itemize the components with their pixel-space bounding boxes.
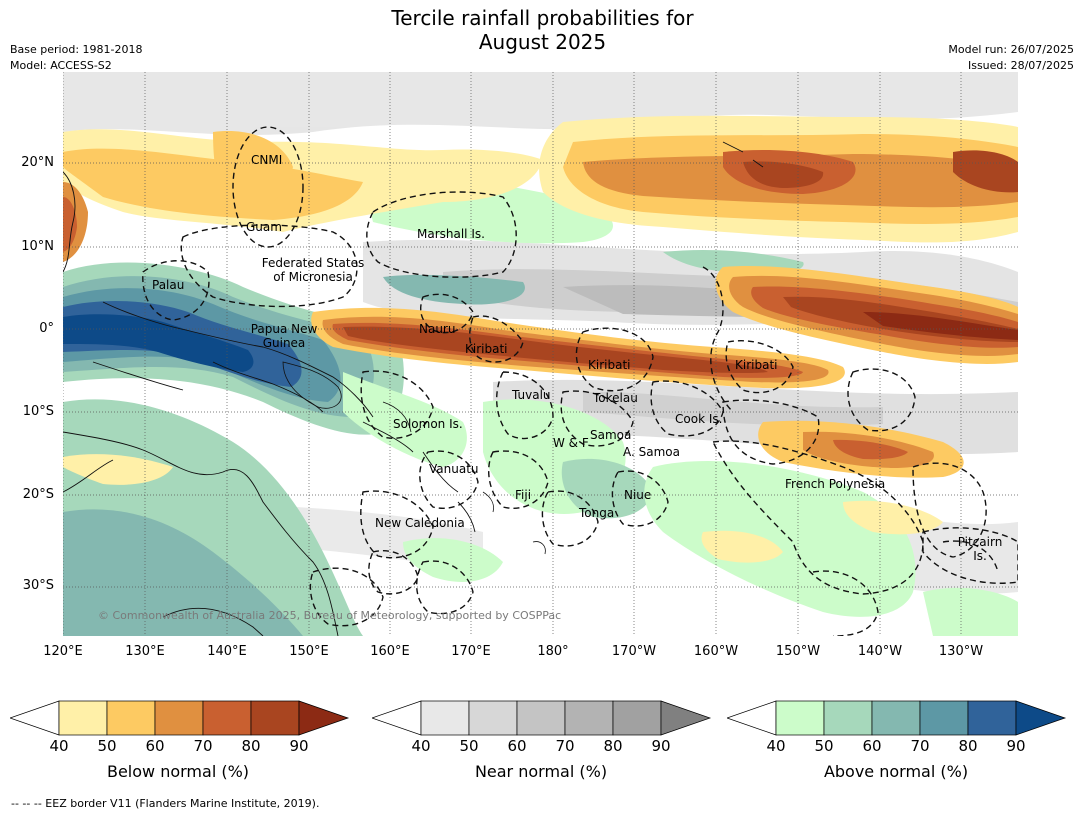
lat-label-0: 0° (39, 321, 54, 336)
lat-label-10s: 10°S (22, 404, 54, 419)
place-label-fsm: Federated States of Micronesia (254, 256, 372, 284)
colorbar-below-tick-70: 70 (193, 737, 213, 755)
forecast-map (63, 72, 1018, 636)
place-label-kiribati-east: Kiribati (735, 358, 778, 372)
eez-borders (142, 126, 1018, 636)
place-label-fsm-line2: of Micronesia (273, 270, 353, 284)
colorbar-above-tick-90: 90 (1006, 737, 1026, 755)
place-label-palau: Palau (152, 278, 185, 292)
place-label-tonga: Tonga (579, 506, 615, 520)
meta-left: Base period: 1981-2018 Model: ACCESS-S2 (10, 42, 142, 74)
place-label-solomon: Solomon Is. (393, 417, 463, 431)
lon-label-130w: 130°W (938, 644, 984, 659)
colorbar-below-tick-60: 60 (145, 737, 165, 755)
place-label-new-caledonia: New Caledonia (375, 516, 465, 530)
copyright-notice: © Commonwealth of Australia 2025, Bureau… (98, 609, 562, 622)
model-name: Model: ACCESS-S2 (10, 59, 112, 72)
place-label-tuvalu: Tuvalu (512, 388, 551, 402)
colorbar-above-tick-40: 40 (766, 737, 786, 755)
place-label-samoa: Samoa (590, 428, 632, 442)
place-label-french-polynesia: French Polynesia (785, 477, 886, 491)
title-line-1: Tercile rainfall probabilities for (391, 6, 694, 30)
meta-right: Model run: 26/07/2025 Issued: 28/07/2025 (948, 42, 1074, 74)
lat-label-10n: 10°N (21, 239, 54, 254)
title-line-2: August 2025 (478, 30, 607, 54)
place-label-fsm-line1: Federated States (261, 256, 365, 270)
place-label-tokelau: Tokelau (593, 391, 638, 405)
lon-label-140w: 140°W (857, 644, 903, 659)
colorbar-below-tick-50: 50 (97, 737, 117, 755)
place-label-pitcairn-line1: Pitcairn (957, 535, 1003, 549)
coastlines (63, 141, 764, 636)
colorbar-near-tick-70: 70 (555, 737, 575, 755)
place-label-guam: Guam (246, 220, 282, 234)
base-period: Base period: 1981-2018 (10, 43, 143, 56)
place-label-nauru: Nauru (419, 322, 456, 336)
colorbar-above-normal (725, 700, 1067, 740)
place-label-wallis-futuna: W & F (553, 436, 589, 450)
lon-label-160e: 160°E (370, 644, 410, 659)
colorbar-near-tick-80: 80 (603, 737, 623, 755)
colorbar-below-swatches (8, 700, 350, 736)
place-label-vanuatu: Vanuatu (429, 462, 479, 476)
place-label-png: Papua New Guinea (244, 322, 324, 350)
lon-label-150e: 150°E (289, 644, 329, 659)
colorbar-above-swatches (725, 700, 1067, 736)
colorbar-near-swatches (370, 700, 712, 736)
land-outlines (282, 361, 546, 555)
place-label-kiribati-central: Kiribati (588, 358, 631, 372)
place-label-pitcairn-line2: Is. (973, 549, 987, 563)
lat-label-20s: 20°S (22, 487, 54, 502)
colorbar-near-tick-90: 90 (651, 737, 671, 755)
colorbar-near-normal (370, 700, 712, 740)
below-normal-shading (63, 115, 1018, 563)
lon-label-170w: 170°W (611, 644, 657, 659)
colorbar-near-tick-40: 40 (411, 737, 431, 755)
lon-label-150w: 150°W (775, 644, 821, 659)
place-label-cook: Cook Is. (675, 412, 723, 426)
colorbar-near-title: Near normal (%) (474, 762, 608, 781)
colorbar-below-tick-40: 40 (49, 737, 69, 755)
colorbar-above-title: Above normal (%) (823, 762, 969, 781)
colorbar-below-tick-80: 80 (241, 737, 261, 755)
colorbar-near-tick-50: 50 (459, 737, 479, 755)
eez-footnote: -- -- -- EEZ border V11 (Flanders Marine… (11, 797, 320, 810)
lon-label-130e: 130°E (125, 644, 165, 659)
lat-label-20n: 20°N (21, 155, 54, 170)
colorbar-above-tick-50: 50 (814, 737, 834, 755)
lon-label-140e: 140°E (207, 644, 247, 659)
place-label-png-line1: Papua New (250, 322, 318, 336)
colorbar-below-tick-90: 90 (289, 737, 309, 755)
colorbar-above-tick-70: 70 (910, 737, 930, 755)
graticule (63, 72, 1018, 636)
place-label-pitcairn: Pitcairn Is. (950, 535, 1010, 563)
place-label-fiji: Fiji (515, 488, 532, 502)
map-title: Tercile rainfall probabilities for Augus… (0, 6, 1085, 54)
place-label-kiribati-west: Kiribati (465, 342, 508, 356)
place-label-cnmi: CNMI (251, 153, 283, 167)
colorbar-below-normal (8, 700, 350, 740)
map-canvas (63, 72, 1018, 636)
model-run: Model run: 26/07/2025 (948, 43, 1074, 56)
colorbar-near-tick-60: 60 (507, 737, 527, 755)
place-label-marshall: Marshall Is. (417, 227, 485, 241)
place-label-png-line2: Guinea (262, 336, 306, 350)
place-label-american-samoa: A. Samoa (623, 445, 680, 459)
colorbar-above-tick-80: 80 (958, 737, 978, 755)
lat-label-30s: 30°S (22, 578, 54, 593)
issued-date: Issued: 28/07/2025 (967, 59, 1074, 72)
lon-label-120e: 120°E (43, 644, 83, 659)
colorbar-above-tick-60: 60 (862, 737, 882, 755)
colorbar-below-title: Below normal (%) (106, 762, 250, 781)
lon-label-180: 180° (537, 644, 569, 659)
lon-label-160w: 160°W (693, 644, 739, 659)
lon-label-170e: 170°E (451, 644, 491, 659)
place-label-niue: Niue (624, 488, 652, 502)
